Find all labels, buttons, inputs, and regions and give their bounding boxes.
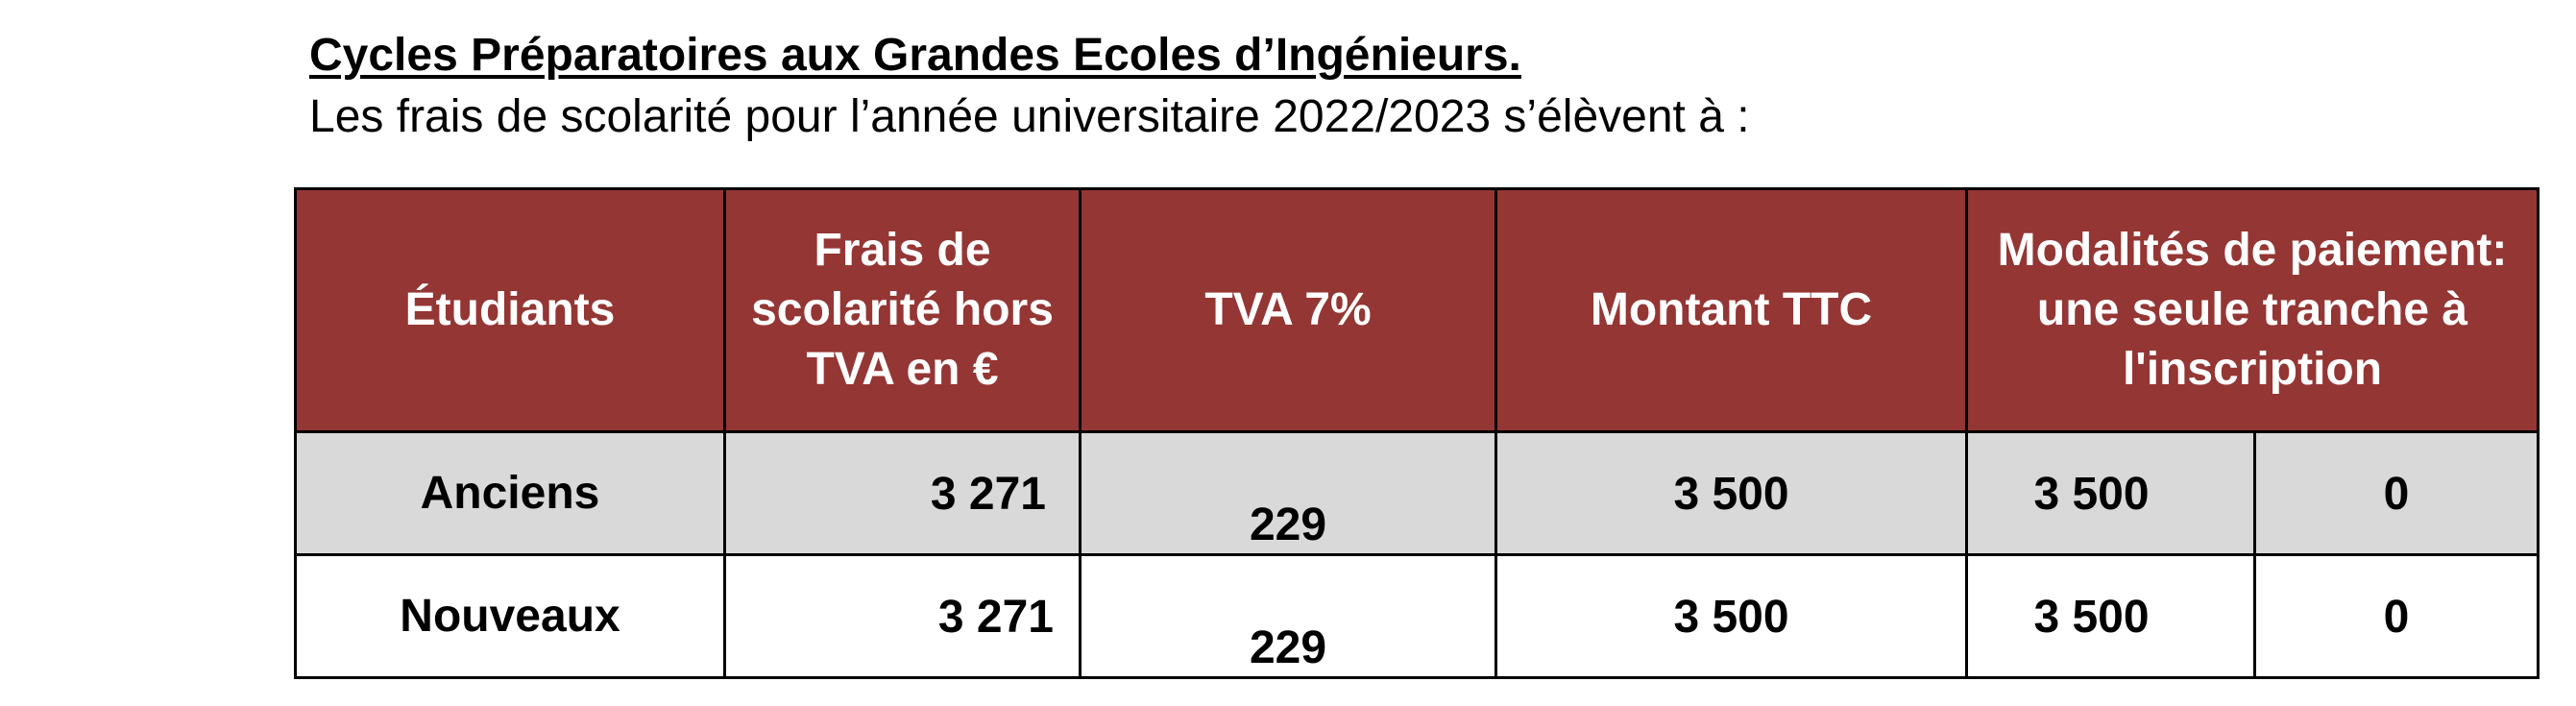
tuition-fees-table: Étudiants Frais de scolarité hors TVA en…: [294, 187, 2540, 679]
table-header-row: Étudiants Frais de scolarité hors TVA en…: [294, 187, 2540, 433]
header-students: Étudiants: [294, 187, 726, 433]
table-row: Nouveaux 3 271 229 3 500 3 500 0: [294, 553, 2540, 679]
header-tva: TVA 7%: [1079, 187, 1497, 433]
cell-payment-amount: 3 500: [1965, 553, 2256, 679]
cell-tva: 229: [1079, 430, 1497, 556]
cell-fees-ht: 3 271: [723, 430, 1081, 556]
header-ttc: Montant TTC: [1495, 187, 1968, 433]
cell-ttc: 3 500: [1495, 553, 1968, 679]
header-fees-ht: Frais de scolarité hors TVA en €: [723, 187, 1081, 433]
cell-fees-ht: 3 271: [723, 553, 1081, 679]
table-row: Anciens 3 271 229 3 500 3 500 0: [294, 430, 2540, 556]
cell-tva: 229: [1079, 553, 1497, 679]
cell-payment-balance: 0: [2252, 553, 2540, 679]
page-title: Cycles Préparatoires aux Grandes Ecoles …: [309, 30, 1521, 81]
cell-student: Nouveaux: [294, 553, 726, 679]
cell-ttc: 3 500: [1495, 430, 1968, 556]
header-payment: Modalités de paiement: une seule tranche…: [1964, 187, 2540, 433]
cell-payment-amount: 3 500: [1965, 430, 2256, 556]
cell-payment-balance: 0: [2252, 430, 2540, 556]
cell-student: Anciens: [294, 430, 726, 556]
page-subtitle: Les frais de scolarité pour l’année univ…: [309, 91, 1750, 142]
